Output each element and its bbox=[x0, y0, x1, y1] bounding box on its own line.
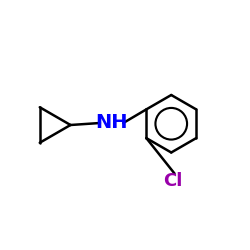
Text: NH: NH bbox=[95, 114, 128, 132]
Text: Cl: Cl bbox=[164, 172, 183, 190]
